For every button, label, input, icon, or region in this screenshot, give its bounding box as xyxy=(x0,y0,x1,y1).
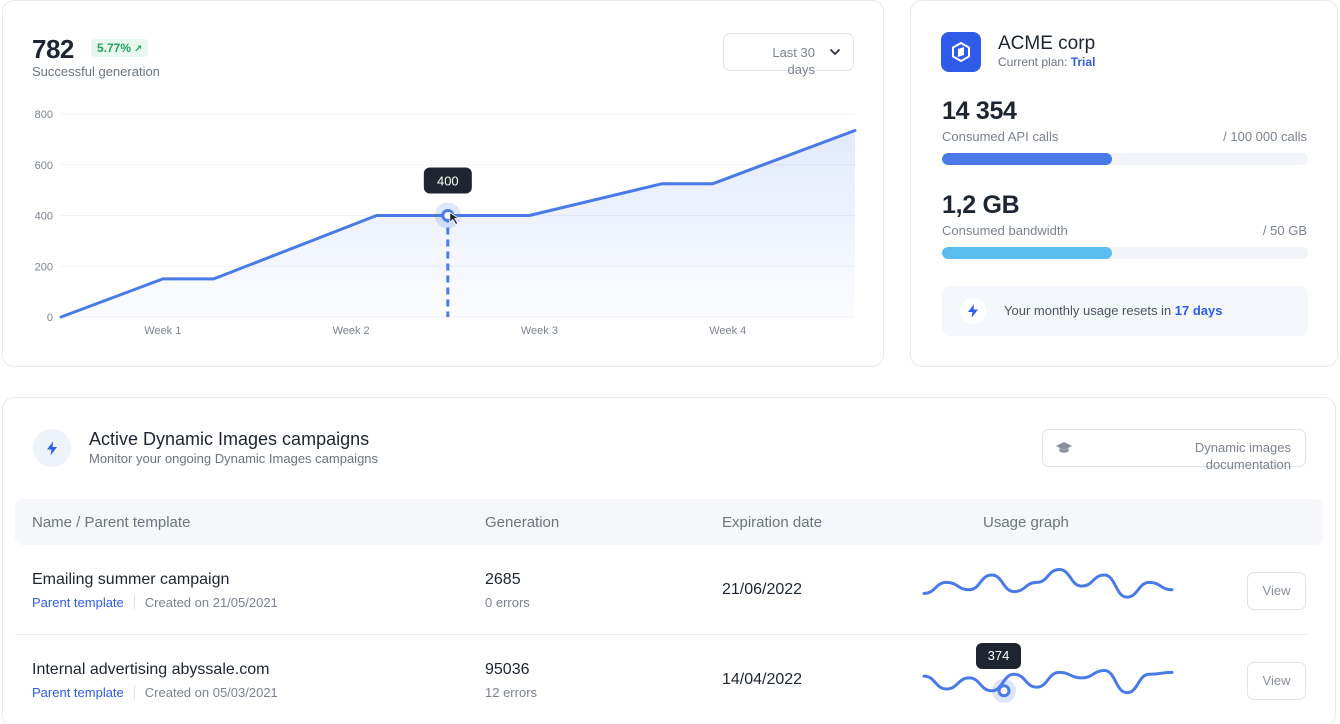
documentation-label: Dynamic images documentation xyxy=(1194,440,1291,472)
created-date: Created on 05/03/2021 xyxy=(144,685,278,700)
table-row[interactable]: Internal advertising abyssale.com Parent… xyxy=(15,635,1307,724)
x-tick-label: Week 1 xyxy=(144,325,181,337)
usage-reset-text: Your monthly usage resets in 17 days xyxy=(1004,303,1223,318)
generation-card: 782 5.77% ↗ Successful generation Last 30… xyxy=(2,0,884,367)
y-tick-label: 400 xyxy=(35,211,53,223)
usage-sparkline[interactable] xyxy=(910,560,1180,620)
documentation-button[interactable]: Dynamic images documentation xyxy=(1042,429,1306,472)
api-calls-progress xyxy=(942,153,1308,165)
campaign-name[interactable]: Emailing summer campaign xyxy=(32,571,230,588)
sparkline-tooltip: 374 xyxy=(976,643,1021,669)
bandwidth-value: 1,2 GB xyxy=(942,191,1020,219)
column-generation[interactable]: Generation xyxy=(485,514,560,531)
divider xyxy=(133,595,135,610)
generation-label: Successful generation xyxy=(32,64,160,79)
period-value: Last 30 days xyxy=(772,45,815,77)
generation-count: 95036 xyxy=(485,661,530,678)
divider xyxy=(133,685,135,700)
campaign-meta: Parent template Created on 21/05/2021 xyxy=(32,595,278,610)
company-logo xyxy=(941,32,981,72)
company-name: ACME corp xyxy=(998,33,1096,54)
campaigns-subtitle: Monitor your ongoing Dynamic Images camp… xyxy=(89,451,379,466)
api-calls-limit: / 100 000 calls xyxy=(1223,129,1307,144)
table-header: Name / Parent template Generation Expira… xyxy=(15,499,1323,545)
api-calls-value: 14 354 xyxy=(942,97,1017,125)
sparkline-path xyxy=(922,669,1174,695)
cube-logo-icon xyxy=(952,42,970,62)
expiration-date: 21/06/2022 xyxy=(722,581,803,598)
period-dropdown[interactable]: Last 30 days xyxy=(723,33,854,77)
generation-chart: 0 200 400 600 800 Week 1 Week 2 Week 3 Week 4 400 xyxy=(35,109,857,337)
column-name[interactable]: Name / Parent template xyxy=(32,514,191,531)
x-tick-label: Week 3 xyxy=(521,325,558,337)
view-button[interactable]: View xyxy=(1247,662,1306,700)
plan-value[interactable]: Trial xyxy=(1070,55,1096,69)
tooltip-value: 400 xyxy=(437,174,459,189)
campaign-meta: Parent template Created on 05/03/2021 xyxy=(32,685,278,700)
lightning-icon xyxy=(960,298,986,324)
view-button[interactable]: View xyxy=(1247,572,1306,610)
sparkline-highlight-point xyxy=(997,684,1011,698)
error-count: 12 errors xyxy=(485,685,538,700)
y-tick-label: 800 xyxy=(35,109,53,121)
campaigns-card: Active Dynamic Images campaigns Monitor … xyxy=(2,397,1336,724)
y-tick-label: 0 xyxy=(47,312,53,324)
sparkline-path xyxy=(922,568,1174,599)
generation-count: 2685 xyxy=(485,571,521,588)
campaign-name[interactable]: Internal advertising abyssale.com xyxy=(32,661,270,678)
lightning-icon xyxy=(33,429,71,467)
change-badge: 5.77% ↗ xyxy=(91,39,149,57)
x-tick-label: Week 2 xyxy=(333,325,370,337)
bandwidth-progress xyxy=(942,247,1308,259)
bandwidth-limit: / 50 GB xyxy=(1262,223,1307,238)
arrow-up-right-icon: ↗ xyxy=(134,44,143,55)
parent-template-link[interactable]: Parent template xyxy=(32,595,124,610)
y-tick-label: 600 xyxy=(35,160,53,172)
usage-sparkline[interactable] xyxy=(910,650,1180,710)
column-usage-graph[interactable]: Usage graph xyxy=(983,514,1069,531)
tooltip-box xyxy=(423,167,472,194)
created-date: Created on 21/05/2021 xyxy=(144,595,278,610)
api-calls-label: Consumed API calls xyxy=(942,129,1059,144)
parent-template-link[interactable]: Parent template xyxy=(32,685,124,700)
campaigns-title: Active Dynamic Images campaigns xyxy=(89,429,370,449)
account-card: ACME corp Current plan: Trial 14 354 Con… xyxy=(910,0,1338,367)
x-tick-label: Week 4 xyxy=(709,325,746,337)
bandwidth-progress-fill xyxy=(942,247,1113,259)
reset-days: 17 days xyxy=(1174,303,1223,318)
table-row[interactable]: Emailing summer campaign Parent template… xyxy=(15,545,1307,635)
api-calls-progress-fill xyxy=(942,153,1113,165)
error-count: 0 errors xyxy=(485,595,530,610)
expiration-date: 14/04/2022 xyxy=(722,671,803,688)
generation-total: 782 xyxy=(32,34,74,64)
graduation-cap-icon xyxy=(1056,442,1072,453)
change-value: 5.77% xyxy=(97,41,132,55)
current-plan: Current plan: Trial xyxy=(998,55,1096,69)
usage-reset-notice: Your monthly usage resets in 17 days xyxy=(942,286,1308,336)
bandwidth-label: Consumed bandwidth xyxy=(942,223,1068,238)
y-tick-label: 200 xyxy=(35,261,53,273)
chevron-down-icon xyxy=(830,49,840,55)
column-expiration[interactable]: Expiration date xyxy=(722,514,823,531)
cursor-icon xyxy=(449,211,461,226)
